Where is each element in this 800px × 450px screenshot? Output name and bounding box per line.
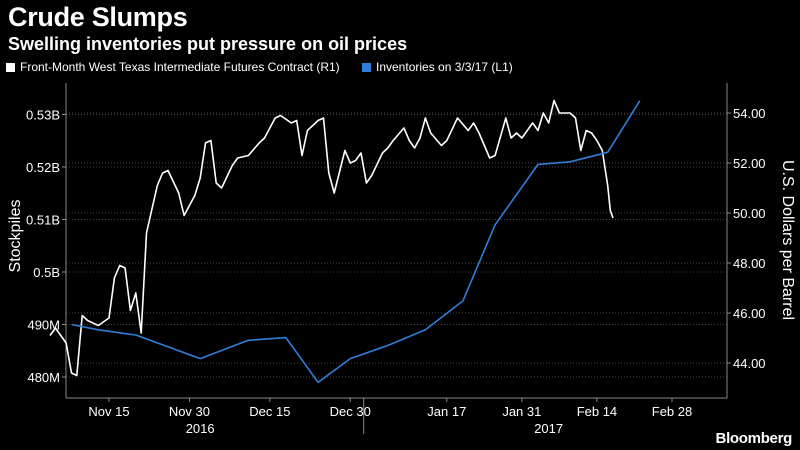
left-tick-label: 490M: [27, 318, 60, 333]
bloomberg-logo: Bloomberg: [715, 430, 793, 447]
right-tick-label: 50.00: [733, 206, 766, 221]
x-tick-label: Feb 14: [577, 404, 617, 419]
legend-label-price: Front-Month West Texas Intermediate Futu…: [20, 60, 340, 74]
series-line-inventories: [71, 100, 641, 384]
series-line-wti-price: [49, 99, 614, 377]
x-tick-label: Nov 30: [169, 404, 210, 419]
left-tick-label: 0.51B: [26, 213, 60, 228]
left-tick-label: 0.52B: [26, 160, 60, 175]
x-tick-label: Dec 30: [330, 404, 371, 419]
left-tick-label: 0.53B: [26, 108, 60, 123]
right-tick-label: 48.00: [733, 256, 766, 271]
legend-item-price: Front-Month West Texas Intermediate Futu…: [6, 60, 340, 74]
right-tick-label: 44.00: [733, 356, 766, 371]
right-axis-title: U.S. Dollars per Barrel: [779, 160, 796, 320]
left-tick-label: 480M: [27, 370, 60, 385]
legend-swatch-inventories: [362, 62, 371, 72]
right-tick-label: 52.00: [733, 156, 766, 171]
year-label: 2016: [186, 421, 215, 436]
year-label: 2017: [534, 421, 563, 436]
legend-item-inventories: Inventories on 3/3/17 (L1): [362, 60, 513, 74]
left-tick-label: 0.5B: [33, 265, 60, 280]
x-tick-label: Nov 15: [88, 404, 129, 419]
legend-swatch-price: [6, 62, 15, 72]
right-tick-label: 54.00: [733, 106, 766, 121]
chart-subtitle: Swelling inventories put pressure on oil…: [8, 34, 408, 54]
x-tick-label: Jan 31: [502, 404, 541, 419]
x-tick-label: Jan 17: [427, 404, 466, 419]
chart-title: Crude Slumps: [8, 2, 188, 32]
right-tick-label: 46.00: [733, 306, 766, 321]
left-axis-title: Stockpiles: [7, 200, 24, 273]
legend-label-inventories: Inventories on 3/3/17 (L1): [376, 60, 513, 74]
x-tick-label: Dec 15: [249, 404, 290, 419]
x-tick-label: Feb 28: [652, 404, 692, 419]
